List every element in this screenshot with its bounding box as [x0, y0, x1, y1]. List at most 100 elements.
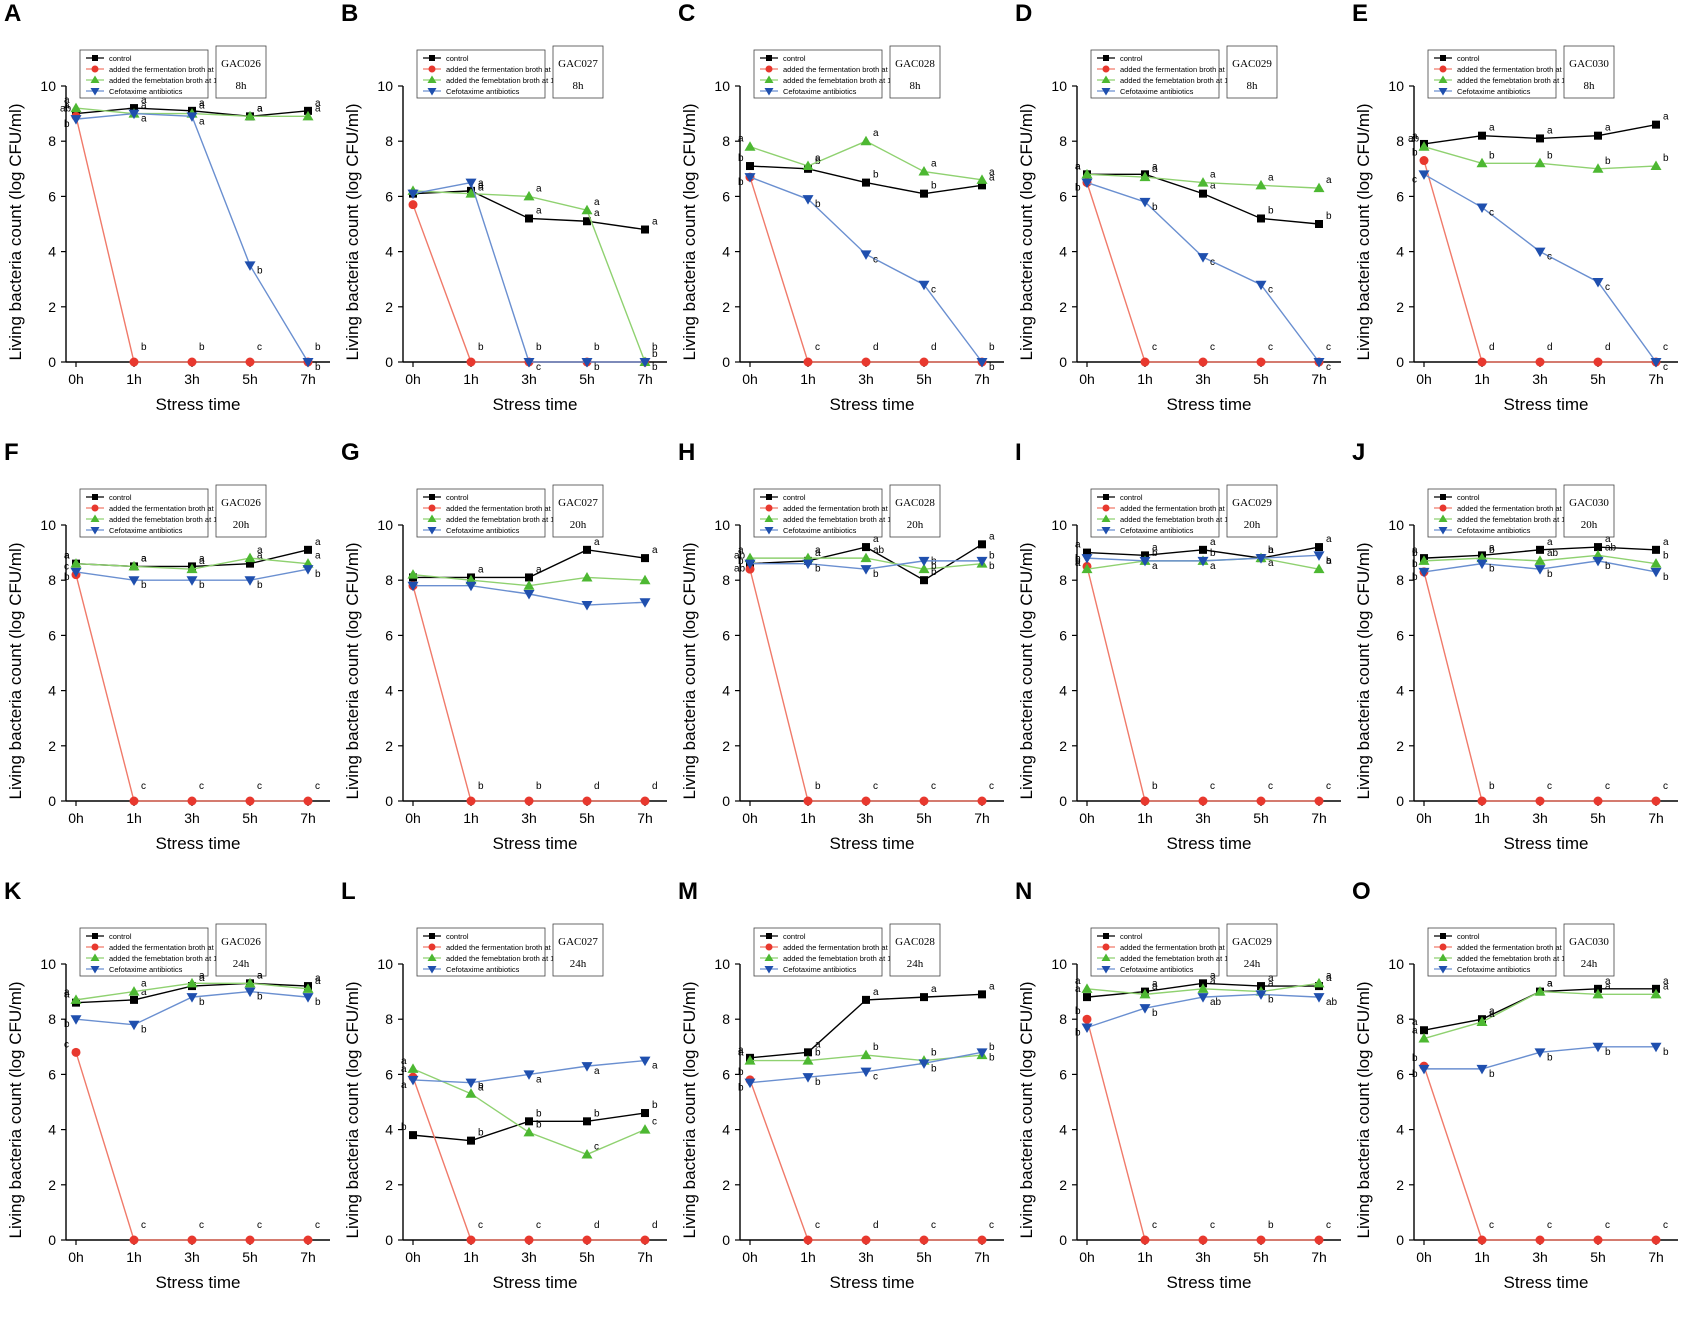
x-axis-title: Stress time — [492, 1273, 577, 1292]
legend-marker-added-the-femebtation-broth-at-1-10 — [427, 514, 437, 522]
significance-letter: c — [1210, 781, 1215, 792]
panel-i: I 0 2 4 6 8 10 0h 1h 3h 5h 7h Stress time Living bact… — [1011, 439, 1348, 878]
legend-label-cefotaxime-antibiotics: Cefotaxime antibiotics — [1457, 526, 1531, 535]
data-point — [1255, 280, 1267, 291]
significance-letter: a — [1326, 175, 1332, 186]
data-point — [302, 983, 314, 993]
data-point — [1257, 214, 1265, 223]
data-point — [581, 358, 593, 368]
y-tick-label: 6 — [385, 627, 393, 643]
y-tick-label: 4 — [722, 244, 730, 260]
y-tick-label: 8 — [1396, 572, 1404, 588]
data-point — [1313, 977, 1325, 988]
data-point — [1592, 556, 1604, 567]
series-added-the-fermentation-broth-at-1-1: b c c c c — [1412, 1053, 1668, 1245]
significance-letter: a — [1210, 537, 1216, 548]
strain-label: GAC030 — [1569, 497, 1609, 509]
legend-marker-added-the-femebtation-broth-at-1-10 — [1438, 514, 1448, 522]
legend-label-added-the-fermentation-broth-at-1-1: added the fermentation broth at 1:1 — [109, 504, 226, 513]
data-point — [581, 1148, 593, 1159]
legend-label-control: control — [446, 932, 469, 941]
significance-letter: a — [141, 95, 147, 106]
x-tick-label-3h: 3h — [184, 810, 200, 826]
time-label: 24h — [233, 958, 250, 970]
significance-letter: b — [536, 1108, 542, 1119]
significance-letter: b — [931, 1063, 937, 1074]
data-point — [523, 358, 535, 368]
data-point — [1476, 1064, 1488, 1075]
x-axis-title: Stress time — [1166, 1273, 1251, 1292]
significance-letter: c — [141, 781, 146, 792]
data-point — [1418, 1033, 1430, 1043]
x-tick-label-0h: 0h — [68, 1249, 84, 1265]
data-point — [1315, 220, 1323, 228]
strain-label: GAC029 — [1232, 58, 1272, 70]
data-point — [976, 358, 988, 368]
significance-letter: a — [536, 1074, 542, 1085]
significance-letter: c — [1605, 282, 1610, 293]
significance-letter: b — [257, 580, 263, 591]
data-point — [744, 173, 756, 183]
significance-letter: b — [1152, 548, 1158, 559]
data-point — [130, 104, 138, 113]
series-control: a a a a — [409, 537, 658, 582]
axes: 0 2 4 6 8 10 0h 1h 3h 5h 7h Stress time Living bacte… — [343, 517, 667, 853]
significance-letter: b — [1152, 1008, 1158, 1019]
legend-marker-control — [92, 494, 98, 500]
significance-letter: a — [1075, 161, 1081, 172]
data-point — [244, 261, 256, 271]
y-tick-label: 2 — [48, 738, 56, 754]
panel-d: D 0 2 4 6 8 10 0h 1h 3h 5h 7h Stress time Living bact… — [1011, 0, 1348, 439]
axes: 0 2 4 6 8 10 0h 1h 3h 5h 7h Stress time Living bacte… — [6, 517, 330, 853]
significance-letter: c — [536, 1220, 541, 1231]
data-point — [1313, 563, 1325, 574]
data-point — [1536, 545, 1544, 554]
y-tick-label: 6 — [722, 627, 730, 643]
chart-svg: 0 2 4 6 8 10 0h 1h 3h 5h 7h Stress time Living bacte… — [1017, 923, 1341, 1292]
significance-letter: c — [1412, 174, 1417, 185]
significance-letter: c — [1663, 362, 1668, 373]
legend-label-added-the-fermentation-broth-at-1-1: added the fermentation broth at 1:1 — [109, 65, 226, 74]
x-tick-label-0h: 0h — [405, 1249, 421, 1265]
x-tick-label-7h: 7h — [974, 810, 990, 826]
data-point — [1081, 554, 1093, 564]
legend-marker-control — [1103, 933, 1109, 939]
y-tick-label: 4 — [48, 244, 56, 260]
significance-letter: ab — [873, 545, 885, 556]
y-tick-label: 4 — [1059, 683, 1067, 699]
y-tick-label: 8 — [722, 1011, 730, 1027]
significance-letter: d — [652, 781, 658, 792]
data-point — [1418, 170, 1430, 180]
legend-label-cefotaxime-antibiotics: Cefotaxime antibiotics — [109, 87, 183, 96]
significance-letter: b — [1412, 1053, 1418, 1064]
data-point — [862, 543, 870, 552]
x-tick-label-1h: 1h — [1474, 1249, 1490, 1265]
x-tick-label-0h: 0h — [405, 810, 421, 826]
significance-letter: d — [1489, 342, 1495, 353]
significance-letter: a — [873, 128, 879, 139]
data-point — [245, 1235, 255, 1245]
data-point — [976, 556, 988, 567]
legend-label-added-the-femebtation-broth-at-1-10: added the femebtation broth at 1:10 — [783, 954, 902, 963]
data-point — [1534, 986, 1546, 996]
significance-letter: b — [931, 1048, 937, 1059]
data-point — [465, 188, 477, 198]
series-line — [412, 1112, 646, 1142]
panel-n: N 0 2 4 6 8 10 0h 1h 3h 5h 7h Stress time Living bact… — [1011, 878, 1348, 1317]
legend: control added the fermentation broth at 1… — [79, 49, 228, 99]
x-tick-label-0h: 0h — [742, 371, 758, 387]
legend-label-control: control — [1120, 493, 1143, 502]
time-label: 24h — [1244, 958, 1261, 970]
chart-svg: 0 2 4 6 8 10 0h 1h 3h 5h 7h Stress time Living bacte… — [1017, 484, 1341, 853]
legend-label-control: control — [1120, 54, 1143, 63]
significance-letter: a — [478, 183, 484, 194]
significance-letter: b — [141, 342, 147, 353]
significance-letter: b — [1412, 548, 1418, 559]
significance-letter: b — [652, 349, 658, 360]
significance-letter: a — [738, 545, 744, 556]
data-point — [745, 564, 755, 574]
y-tick-label: 2 — [48, 299, 56, 315]
significance-letter: a — [815, 548, 821, 559]
data-point — [70, 567, 82, 578]
